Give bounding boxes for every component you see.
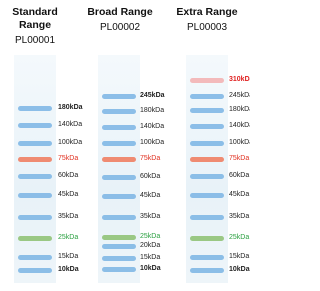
gel-lane: [98, 55, 140, 283]
band: [190, 94, 224, 99]
band-label: 180kDa: [140, 107, 164, 115]
band-label: 20kDa: [140, 242, 160, 250]
ladder-code: PL00003: [172, 22, 242, 33]
band: [102, 256, 136, 261]
band-label: 140kDa: [58, 121, 82, 129]
band-label: 100kDa: [229, 139, 250, 147]
band: [18, 157, 52, 162]
ladder-header: Extra Range PL00003: [172, 6, 242, 33]
band-label: 60kDa: [229, 172, 249, 180]
band-label: 245kDa: [229, 92, 250, 100]
band-label: 35kDa: [140, 213, 160, 221]
gel-lane: [186, 55, 228, 283]
band-label: 45kDa: [229, 191, 249, 199]
band: [102, 109, 136, 114]
band-label: 15kDa: [140, 254, 160, 262]
band: [102, 215, 136, 220]
band: [102, 94, 136, 99]
band-label: 180kDa: [58, 104, 83, 112]
band-label: 35kDa: [229, 213, 249, 221]
band: [190, 255, 224, 260]
gel-lane: [14, 55, 56, 283]
band-label: 100kDa: [140, 139, 164, 147]
band: [190, 141, 224, 146]
ladder-code: PL00002: [85, 22, 155, 33]
band: [18, 123, 52, 128]
band-label: 25kDa: [140, 233, 160, 241]
band: [18, 141, 52, 146]
band: [190, 157, 224, 162]
band: [18, 215, 52, 220]
band-label: 180kDa: [229, 106, 250, 114]
band: [18, 255, 52, 260]
ladder-code: PL00001: [0, 35, 70, 46]
band-label: 25kDa: [58, 234, 78, 242]
ladder-header: Broad Range PL00002: [85, 6, 155, 33]
band-label: 310kDa: [229, 76, 250, 84]
ladder-title: Standard Range: [0, 6, 70, 32]
ladder-figure: Standard Range PL00001 180kDa 140kDa 100kDa 7…: [0, 0, 250, 291]
ladder-title: Broad Range: [85, 6, 155, 19]
band: [102, 125, 136, 130]
ladder-header: Standard Range PL00001: [0, 6, 70, 46]
band: [102, 157, 136, 162]
band: [102, 194, 136, 199]
band-label: 75kDa: [58, 155, 78, 163]
band: [190, 236, 224, 241]
band-label: 100kDa: [58, 139, 82, 147]
band-label: 10kDa: [229, 266, 250, 274]
band-label: 10kDa: [140, 265, 161, 273]
band: [18, 174, 52, 179]
band-label: 45kDa: [58, 191, 78, 199]
band-label: 140kDa: [140, 123, 164, 131]
band-label: 245kDa: [140, 92, 165, 100]
band-label: 45kDa: [140, 192, 160, 200]
band-label: 140kDa: [229, 122, 250, 130]
band: [18, 106, 52, 111]
band-label: 75kDa: [229, 155, 249, 163]
band-label: 15kDa: [58, 253, 78, 261]
band: [190, 215, 224, 220]
band-label: 10kDa: [58, 266, 79, 274]
ladder-title: Extra Range: [172, 6, 242, 19]
band-label: 15kDa: [229, 253, 249, 261]
band: [102, 141, 136, 146]
band: [18, 236, 52, 241]
band: [190, 268, 224, 273]
band: [102, 267, 136, 272]
band-label: 60kDa: [58, 172, 78, 180]
band: [190, 108, 224, 113]
band: [190, 174, 224, 179]
band: [102, 175, 136, 180]
band-label: 35kDa: [58, 213, 78, 221]
band: [102, 235, 136, 240]
band: [190, 124, 224, 129]
band: [18, 193, 52, 198]
band: [190, 193, 224, 198]
band: [102, 244, 136, 249]
band: [18, 268, 52, 273]
band-label: 60kDa: [140, 173, 160, 181]
band-label: 75kDa: [140, 155, 160, 163]
band-label: 25kDa: [229, 234, 249, 242]
band: [190, 78, 224, 83]
